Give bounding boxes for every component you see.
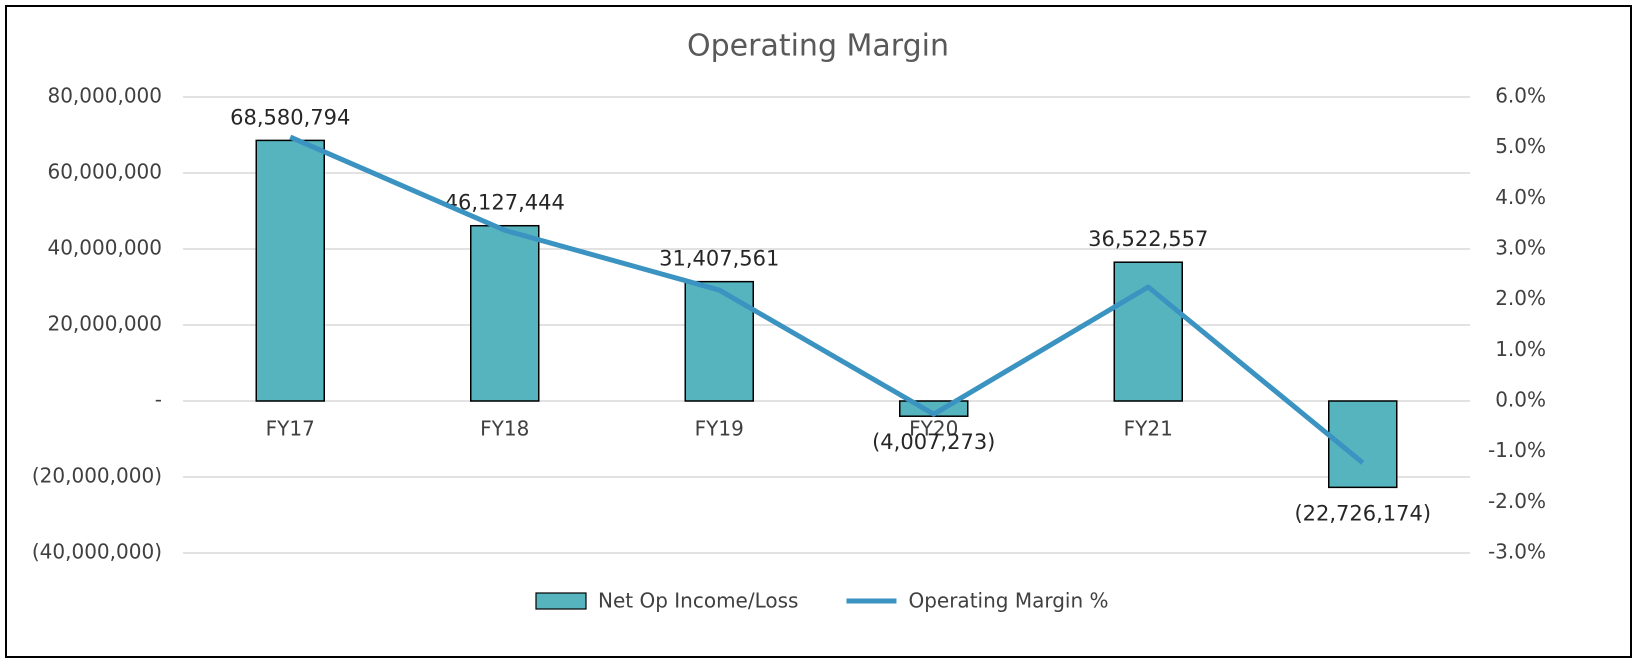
legend-swatch bbox=[535, 592, 587, 610]
y-tick-label: - bbox=[155, 388, 162, 412]
y-tick-label: 80,000,000 bbox=[47, 84, 162, 108]
y2-tick-label: -1.0% bbox=[1488, 438, 1546, 462]
y-tick-label: 20,000,000 bbox=[47, 312, 162, 336]
legend-label: Net Op Income/Loss bbox=[598, 589, 798, 613]
line bbox=[289, 134, 1365, 465]
bar bbox=[255, 139, 325, 402]
data-label: 31,407,561 bbox=[659, 247, 779, 271]
x-tick-label: FY20 bbox=[909, 417, 958, 441]
legend-label: Operating Margin % bbox=[908, 589, 1108, 613]
y2-tick-label: 4.0% bbox=[1495, 185, 1546, 209]
y2-tick-label: 0.0% bbox=[1495, 388, 1546, 412]
y2-tick-label: 5.0% bbox=[1495, 134, 1546, 158]
y2-tick-label: 2.0% bbox=[1495, 286, 1546, 310]
y2-tick-label: 3.0% bbox=[1495, 236, 1546, 260]
y-tick-label: (40,000,000) bbox=[32, 540, 162, 564]
data-label: 68,580,794 bbox=[230, 105, 350, 129]
chart-title: Operating Margin bbox=[687, 29, 949, 64]
y-tick-label: 40,000,000 bbox=[47, 236, 162, 260]
x-tick-label: FY19 bbox=[695, 417, 744, 441]
bar bbox=[1113, 261, 1183, 402]
y2-tick-label: 1.0% bbox=[1495, 337, 1546, 361]
x-tick-label: FY17 bbox=[266, 417, 315, 441]
y2-tick-label: -3.0% bbox=[1488, 540, 1546, 564]
x-tick-label: FY18 bbox=[480, 417, 529, 441]
bar bbox=[684, 280, 754, 402]
data-label: 36,522,557 bbox=[1088, 227, 1208, 251]
y2-tick-label: 6.0% bbox=[1495, 84, 1546, 108]
data-label: (22,726,174) bbox=[1294, 501, 1431, 525]
data-label: (4,007,273) bbox=[872, 430, 995, 454]
y2-tick-label: -2.0% bbox=[1488, 489, 1546, 513]
x-tick-label: FY21 bbox=[1124, 417, 1173, 441]
chart-frame bbox=[5, 5, 1632, 658]
bar bbox=[470, 224, 540, 402]
y-tick-label: 60,000,000 bbox=[47, 160, 162, 184]
y-tick-label: (20,000,000) bbox=[32, 464, 162, 488]
